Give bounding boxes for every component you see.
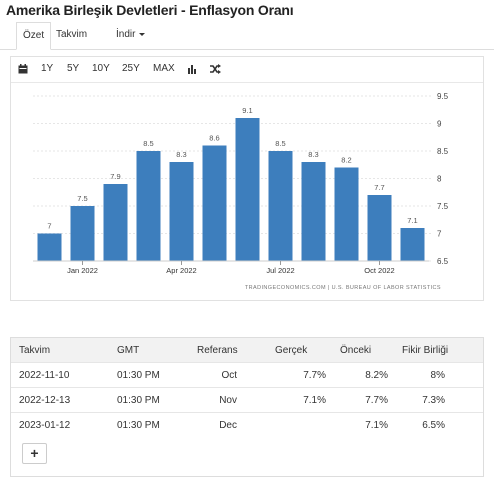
y-tick-label: 8.5 (437, 147, 449, 156)
range-10y-button[interactable]: 10Y (92, 63, 110, 74)
cell-gmt: 01:30 PM (117, 362, 197, 388)
cell-consensus: 8% (402, 362, 483, 388)
bar (400, 228, 425, 261)
bar (37, 233, 62, 261)
bar (136, 151, 161, 261)
calendar-table-panel: Takvim GMT Referans Gerçek Önceki Fikir … (10, 337, 484, 477)
bar (169, 162, 194, 261)
chart-source-label: TRADINGECONOMICS.COM | U.S. BUREAU OF LA… (245, 285, 441, 291)
data-label: 8.6 (209, 134, 219, 143)
y-tick-label: 9 (437, 120, 442, 129)
data-label: 8.5 (275, 139, 285, 148)
calendar-icon[interactable] (18, 64, 28, 74)
range-25y-button[interactable]: 25Y (122, 63, 140, 74)
cell-actual: 7.1% (275, 387, 340, 413)
cell-reference: Dec (197, 412, 275, 437)
bar (334, 167, 359, 261)
column-header-date: Takvim (19, 344, 51, 356)
cell-reference: Nov (197, 387, 275, 413)
page-title: Amerika Birleşik Devletleri - Enflasyon … (6, 2, 294, 18)
cell-actual (275, 412, 340, 437)
cell-actual: 7.7% (275, 362, 340, 388)
data-label: 7 (47, 222, 51, 231)
data-label: 7.7 (374, 183, 384, 192)
data-label: 7.1 (407, 216, 417, 225)
data-label: 8.5 (143, 139, 153, 148)
y-tick-label: 6.5 (437, 257, 449, 266)
data-label: 8.3 (176, 150, 186, 159)
bar (103, 184, 128, 261)
y-tick-label: 7.5 (437, 202, 449, 211)
range-1y-button[interactable]: 1Y (41, 63, 54, 74)
column-header-consensus: Fikir Birliği (402, 344, 449, 356)
column-header-previous: Önceki (340, 344, 372, 356)
cell-date: 2022-12-13 (11, 387, 117, 413)
tab-download[interactable]: İndir (116, 22, 146, 48)
y-tick-label: 7 (437, 230, 442, 239)
tab-summary-label: Özet (23, 30, 45, 41)
range-5y-button[interactable]: 5Y (67, 63, 80, 74)
bar (70, 206, 95, 261)
cell-reference: Oct (197, 362, 275, 388)
cell-consensus: 6.5% (402, 412, 483, 437)
tab-calendar-label: Takvim (56, 29, 88, 40)
bar (301, 162, 326, 261)
table-row: 2022-12-13 01:30 PM Nov 7.1% 7.7% 7.3% (11, 387, 483, 413)
x-tick-label: Apr 2022 (166, 266, 196, 275)
tab-bar: Özet Takvim İndir (0, 22, 494, 50)
table-row: 2022-11-10 01:30 PM Oct 7.7% 8.2% 8% (11, 362, 483, 388)
bar (268, 151, 293, 261)
cell-previous: 7.1% (340, 412, 402, 437)
range-max-button[interactable]: MAX (153, 63, 175, 74)
chevron-down-icon (139, 32, 146, 36)
bar (235, 118, 260, 261)
bar (202, 145, 227, 261)
table-row: 2023-01-12 01:30 PM Dec 7.1% 6.5% (11, 412, 483, 437)
cell-date: 2023-01-12 (11, 412, 117, 437)
table-header-row: Takvim GMT Referans Gerçek Önceki Fikir … (11, 338, 483, 363)
tab-calendar[interactable]: Takvim (56, 22, 87, 48)
y-tick-label: 8 (437, 175, 442, 184)
cell-consensus: 7.3% (402, 387, 483, 413)
cell-previous: 7.7% (340, 387, 402, 413)
inflation-bar-chart: 6.5 7 7.5 8 8.5 9 9.5 7 7.5 7.9 8.5 8.3 8.6 9.1 8.5 8.3… (33, 92, 449, 291)
cell-previous: 8.2% (340, 362, 402, 388)
data-label: 9.1 (242, 106, 252, 115)
add-button[interactable]: + (22, 443, 47, 464)
tab-download-label: İndir (116, 29, 136, 40)
data-label: 7.9 (110, 172, 120, 181)
bar (367, 195, 392, 261)
data-label: 8.2 (341, 156, 351, 165)
shuffle-icon[interactable] (210, 64, 221, 74)
bar-chart-icon[interactable] (187, 64, 197, 74)
column-header-actual: Gerçek (275, 344, 308, 356)
chart-panel: 1Y 5Y 10Y 25Y MAX 6.5 7 7.5 8 8.5 9 9.5 7 7.5 7.9… (10, 56, 484, 301)
tab-summary[interactable]: Özet (16, 22, 52, 50)
column-header-gmt: GMT (117, 344, 140, 356)
cell-date: 2022-11-10 (11, 362, 117, 388)
column-header-reference: Referans (197, 344, 238, 356)
chart-toolbar: 1Y 5Y 10Y 25Y MAX (11, 57, 483, 83)
cell-gmt: 01:30 PM (117, 412, 197, 437)
y-tick-label: 9.5 (437, 92, 449, 101)
cell-gmt: 01:30 PM (117, 387, 197, 413)
x-tick-label: Jan 2022 (67, 266, 98, 275)
x-tick-label: Oct 2022 (364, 266, 394, 275)
data-label: 7.5 (77, 194, 87, 203)
x-tick-label: Jul 2022 (266, 266, 294, 275)
data-label: 8.3 (308, 150, 318, 159)
calendar-table: Takvim GMT Referans Gerçek Önceki Fikir … (11, 338, 483, 437)
